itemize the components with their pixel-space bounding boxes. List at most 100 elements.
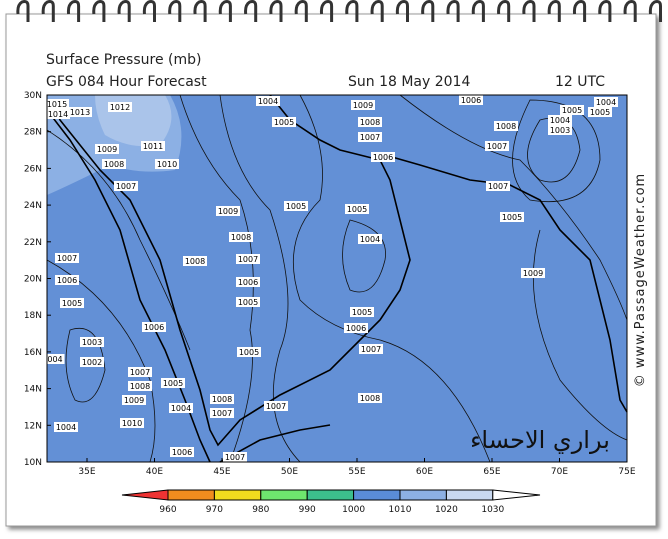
overlay-text: براري الاحساء (470, 426, 610, 454)
lon-label: 60E (416, 467, 433, 477)
contour-label-bg (284, 201, 308, 211)
contour-label: 1006 (57, 276, 77, 285)
colorbar-label: 1030 (481, 505, 504, 515)
contour-label-bg (120, 418, 144, 428)
colorbar-segment (399, 489, 447, 501)
contour-label: 1015 (47, 100, 67, 109)
ring (522, 0, 536, 22)
contour-label-bg (344, 323, 368, 333)
contour-label: 1006 (346, 324, 366, 333)
contour-label: 1008 (130, 382, 150, 391)
contour-label-bg (54, 422, 78, 432)
contour-label: 1007 (212, 409, 232, 418)
contour-label-bg (80, 357, 104, 367)
contour-label: 1009 (218, 207, 238, 216)
contour-label-bg (256, 96, 280, 106)
contour-label-bg (236, 297, 260, 307)
lat-label: 14N (24, 385, 42, 395)
contour-label-bg (183, 256, 207, 266)
lat-label: 16N (24, 348, 42, 358)
contour-label: 1005 (274, 118, 294, 127)
contour-label: 1004 (360, 235, 380, 244)
colorbar-label: 960 (159, 505, 176, 515)
colorbar-label: 1000 (342, 505, 365, 515)
contour-label-bg (236, 254, 260, 264)
contour-label: 1005 (286, 202, 306, 211)
contour-label-bg (229, 232, 253, 242)
contour-label-bg (102, 159, 126, 169)
contour-label: 1005 (239, 348, 259, 357)
contour-label-bg (142, 322, 166, 332)
colorbar-label: 980 (252, 505, 269, 515)
contour-label: 1006 (144, 323, 164, 332)
contour-label: 1009 (523, 269, 543, 278)
ring (370, 0, 384, 22)
contour-label-bg (128, 367, 152, 377)
contour-label: 1005 (347, 205, 367, 214)
contour-label-bg (128, 381, 152, 391)
contour-label: 1009 (97, 145, 117, 154)
contour-label-bg (108, 102, 132, 112)
ring (16, 0, 30, 22)
lat-label: 18N (24, 311, 42, 321)
colorbar-segment (260, 489, 308, 501)
ring (421, 0, 435, 22)
contour-label-bg (588, 107, 612, 117)
colorbar: 960 970 980 990 1000 1010 1020 1030 (121, 489, 541, 515)
contour-label-bg (350, 307, 374, 317)
ring (497, 0, 511, 22)
colorbar-label: 1020 (435, 505, 458, 515)
contour-label: 1008 (496, 122, 516, 131)
contour-label-bg (358, 132, 382, 142)
ring (446, 0, 460, 22)
contour-label-bg (95, 144, 119, 154)
contour-label: 1006 (172, 448, 192, 457)
contour-label: 1007 (225, 453, 245, 462)
ring (117, 0, 131, 22)
time: 12 UTC (555, 74, 605, 90)
colorbar-label: 1010 (389, 505, 412, 515)
contour-label: 1010 (157, 160, 177, 169)
contour-label-bg (494, 121, 518, 131)
title: Surface Pressure (mb) (46, 52, 201, 68)
colorbar-segment (353, 489, 401, 501)
lon-label: 75E (618, 467, 635, 477)
contour-label-bg (371, 152, 395, 162)
contour-label: 1008 (185, 257, 205, 266)
contour-label-bg (548, 115, 572, 125)
coastline (46, 94, 628, 463)
ring (168, 0, 182, 22)
lat-label: 26N (24, 164, 42, 174)
colorbar-segment (306, 489, 355, 501)
contour-label: 1007 (116, 182, 136, 191)
model: GFS 084 Hour Forecast (46, 74, 207, 90)
contour-label: 1006 (373, 153, 393, 162)
lon-label: 50E (281, 467, 298, 477)
contour-label: 004 (47, 355, 62, 364)
contour-label-bg (216, 206, 240, 216)
contour-label: 1006 (238, 278, 258, 287)
lon-label: 45E (213, 467, 230, 477)
contour-label-bg (169, 403, 193, 413)
contour-label: 1004 (258, 97, 278, 106)
contour-label-bg (141, 141, 165, 151)
ring (294, 0, 308, 22)
contour-label: 1009 (353, 101, 373, 110)
contour-label: 1008 (360, 394, 380, 403)
lat-label: 10N (24, 458, 42, 468)
binder-rings (16, 0, 662, 22)
contour-label: 1007 (361, 345, 381, 354)
contour-label: 1006 (461, 96, 481, 105)
ring (92, 0, 106, 22)
contour-label-bg (155, 159, 179, 169)
ring (193, 0, 207, 22)
watermark: © www.PassageWeather.com (633, 173, 648, 387)
contour-label: 1007 (57, 254, 77, 263)
lat-label: 12N (24, 421, 42, 431)
contour-label-bg (521, 268, 545, 278)
contour-label: 1013 (70, 108, 90, 117)
lat-label: 20N (24, 275, 42, 285)
contour-label-bg (122, 395, 146, 405)
contour-label: 1007 (130, 368, 150, 377)
lat-label: 30N (24, 91, 42, 101)
